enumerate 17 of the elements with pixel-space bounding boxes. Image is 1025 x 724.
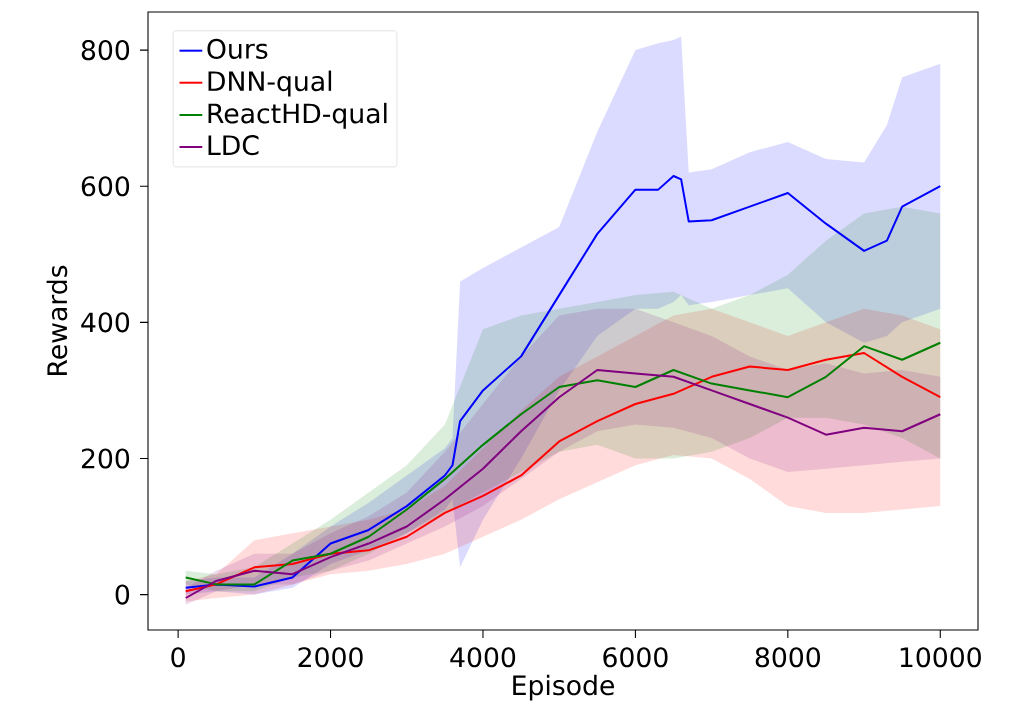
x-tick-label: 8000 (755, 647, 820, 668)
x-tick-label: 0 (171, 647, 185, 668)
legend-label: LDC (208, 135, 259, 156)
y-tick-label: 0 (115, 584, 130, 605)
y-tick-label: 400 (81, 312, 130, 333)
x-axis-title: Episode (513, 674, 614, 701)
x-tick-label: 4000 (450, 647, 516, 668)
x-tick-label: 10000 (900, 647, 981, 668)
legend-label: ReactHD-qual (208, 102, 387, 129)
y-tick-label: 800 (81, 40, 130, 61)
y-axis-title: Rewards (46, 265, 68, 375)
x-tick-label: 2000 (298, 647, 363, 668)
legend-label: DNN-qual (208, 70, 332, 97)
legend-label: Ours (207, 38, 268, 59)
x-tick-label: 6000 (603, 647, 668, 668)
y-tick-label: 600 (81, 176, 130, 197)
y-tick-label: 200 (81, 448, 130, 469)
